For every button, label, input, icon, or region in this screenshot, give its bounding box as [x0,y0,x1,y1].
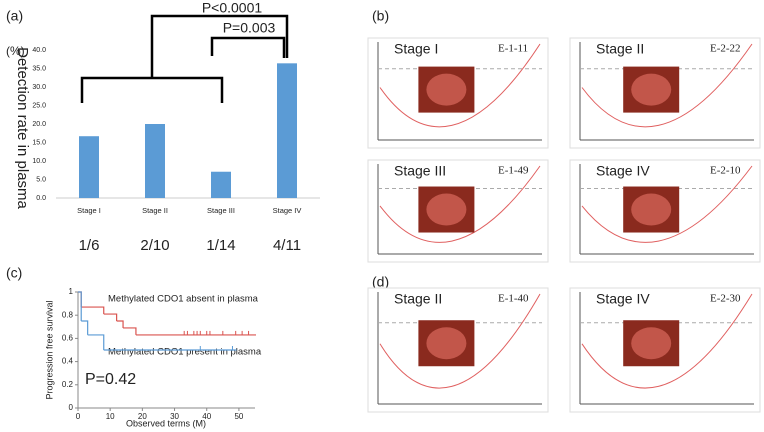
endoscopy-lesion [631,193,672,226]
bar [277,63,297,198]
survival-step [87,334,105,350]
sample-id: E-1-11 [498,43,528,55]
amplification-plot: Stage II E-2-22 [569,37,761,149]
stage-label: Stage III [394,163,446,179]
sample-id: E-1-49 [498,165,529,177]
y-tick-label: 0 [69,403,74,412]
amplification-curve [379,165,541,243]
y-unit: (%) [6,44,25,58]
x-tick-label: 50 [234,412,243,421]
y-tick-label: 15.0 [32,139,46,146]
amplification-plot: Stage II E-1-40 [367,287,549,413]
amplification-curve [581,165,753,243]
y-axis-label: Detection rate in plasma [14,47,31,209]
stage-label: Stage IV [596,291,650,307]
p-value: P=0.42 [85,371,136,388]
panel-label: (b) [372,8,389,24]
panel-label: (a) [6,8,23,24]
sample-id: E-1-40 [498,293,529,305]
survival-step [81,320,89,335]
y-tick-label: 0.8 [62,310,74,319]
amplification-curve [379,43,541,128]
y-axis-label: Progression free survival [44,300,54,399]
survival-step [81,306,105,315]
y-tick-label: 10.0 [32,158,46,165]
amplification-plot: Stage IV E-2-10 [569,159,761,263]
y-tick-label: 20.0 [32,121,46,128]
legend-entry: Methylated CDO1 absent in plasma [108,294,259,305]
endoscopy-lesion [426,73,467,106]
y-tick-label: 0.6 [62,334,74,343]
stage-label: Stage II [394,291,442,307]
y-tick-label: 30.0 [32,84,46,91]
x-tick-label: Stage I [77,206,101,215]
legend-entry: Methylated CDO1 present in plasma [108,347,262,358]
p-value: P<0.0001 [202,0,263,16]
y-tick-label: 35.0 [32,65,46,72]
survival-step [78,291,82,321]
x-tick-label: Stage III [207,206,235,215]
sample-id: E-2-10 [710,165,741,177]
y-tick-label: 0.2 [62,380,74,389]
bar [79,136,99,198]
fraction-label: 4/11 [273,237,301,254]
x-tick-label: 40 [202,412,211,421]
amplification-curve [379,293,541,389]
endoscopy-lesion [426,327,467,360]
y-tick-label: 1 [69,287,74,296]
x-tick-label: 0 [76,412,81,421]
amplification-plot: Stage I E-1-11 [367,37,549,149]
sample-id: E-2-30 [710,293,741,305]
bar [145,124,165,198]
bracket [80,14,289,103]
x-tick-label: 20 [138,412,147,421]
significance-brackets [80,14,289,103]
stage-label: Stage IV [596,163,650,179]
y-tick-label: 0.4 [62,357,74,366]
y-tick-label: 0.0 [36,195,46,202]
bracket [210,36,286,58]
sample-id: E-2-22 [710,43,741,55]
stage-label: Stage II [596,41,644,57]
x-tick-label: Stage II [142,206,168,215]
fraction-label: 1/14 [206,237,235,254]
p-value: P=0.003 [223,20,276,36]
amplification-plot: Stage III E-1-49 [367,159,549,263]
survival-step [103,313,118,321]
survival-step [123,327,137,335]
y-tick-label: 40.0 [32,47,46,54]
panel-label: (d) [372,274,389,290]
y-tick-label: 5.0 [36,176,46,183]
x-tick-label: 10 [106,412,115,421]
fraction-label: 1/6 [79,237,100,254]
stage-label: Stage I [394,41,438,57]
x-axis-label: Observed terms (M) [126,418,206,428]
panel-label: (c) [6,265,22,281]
x-tick-label: 30 [170,412,179,421]
x-tick-label: Stage IV [273,206,302,215]
survival-step [116,320,124,328]
y-tick-label: 25.0 [32,102,46,109]
fraction-label: 2/10 [140,237,169,254]
amplification-plot: Stage IV E-2-30 [569,287,761,413]
bar [211,171,231,198]
endoscopy-lesion [631,73,672,106]
endoscopy-lesion [631,327,672,360]
amplification-curve [581,293,753,389]
amplification-curve [581,43,753,128]
endoscopy-lesion [426,193,467,226]
